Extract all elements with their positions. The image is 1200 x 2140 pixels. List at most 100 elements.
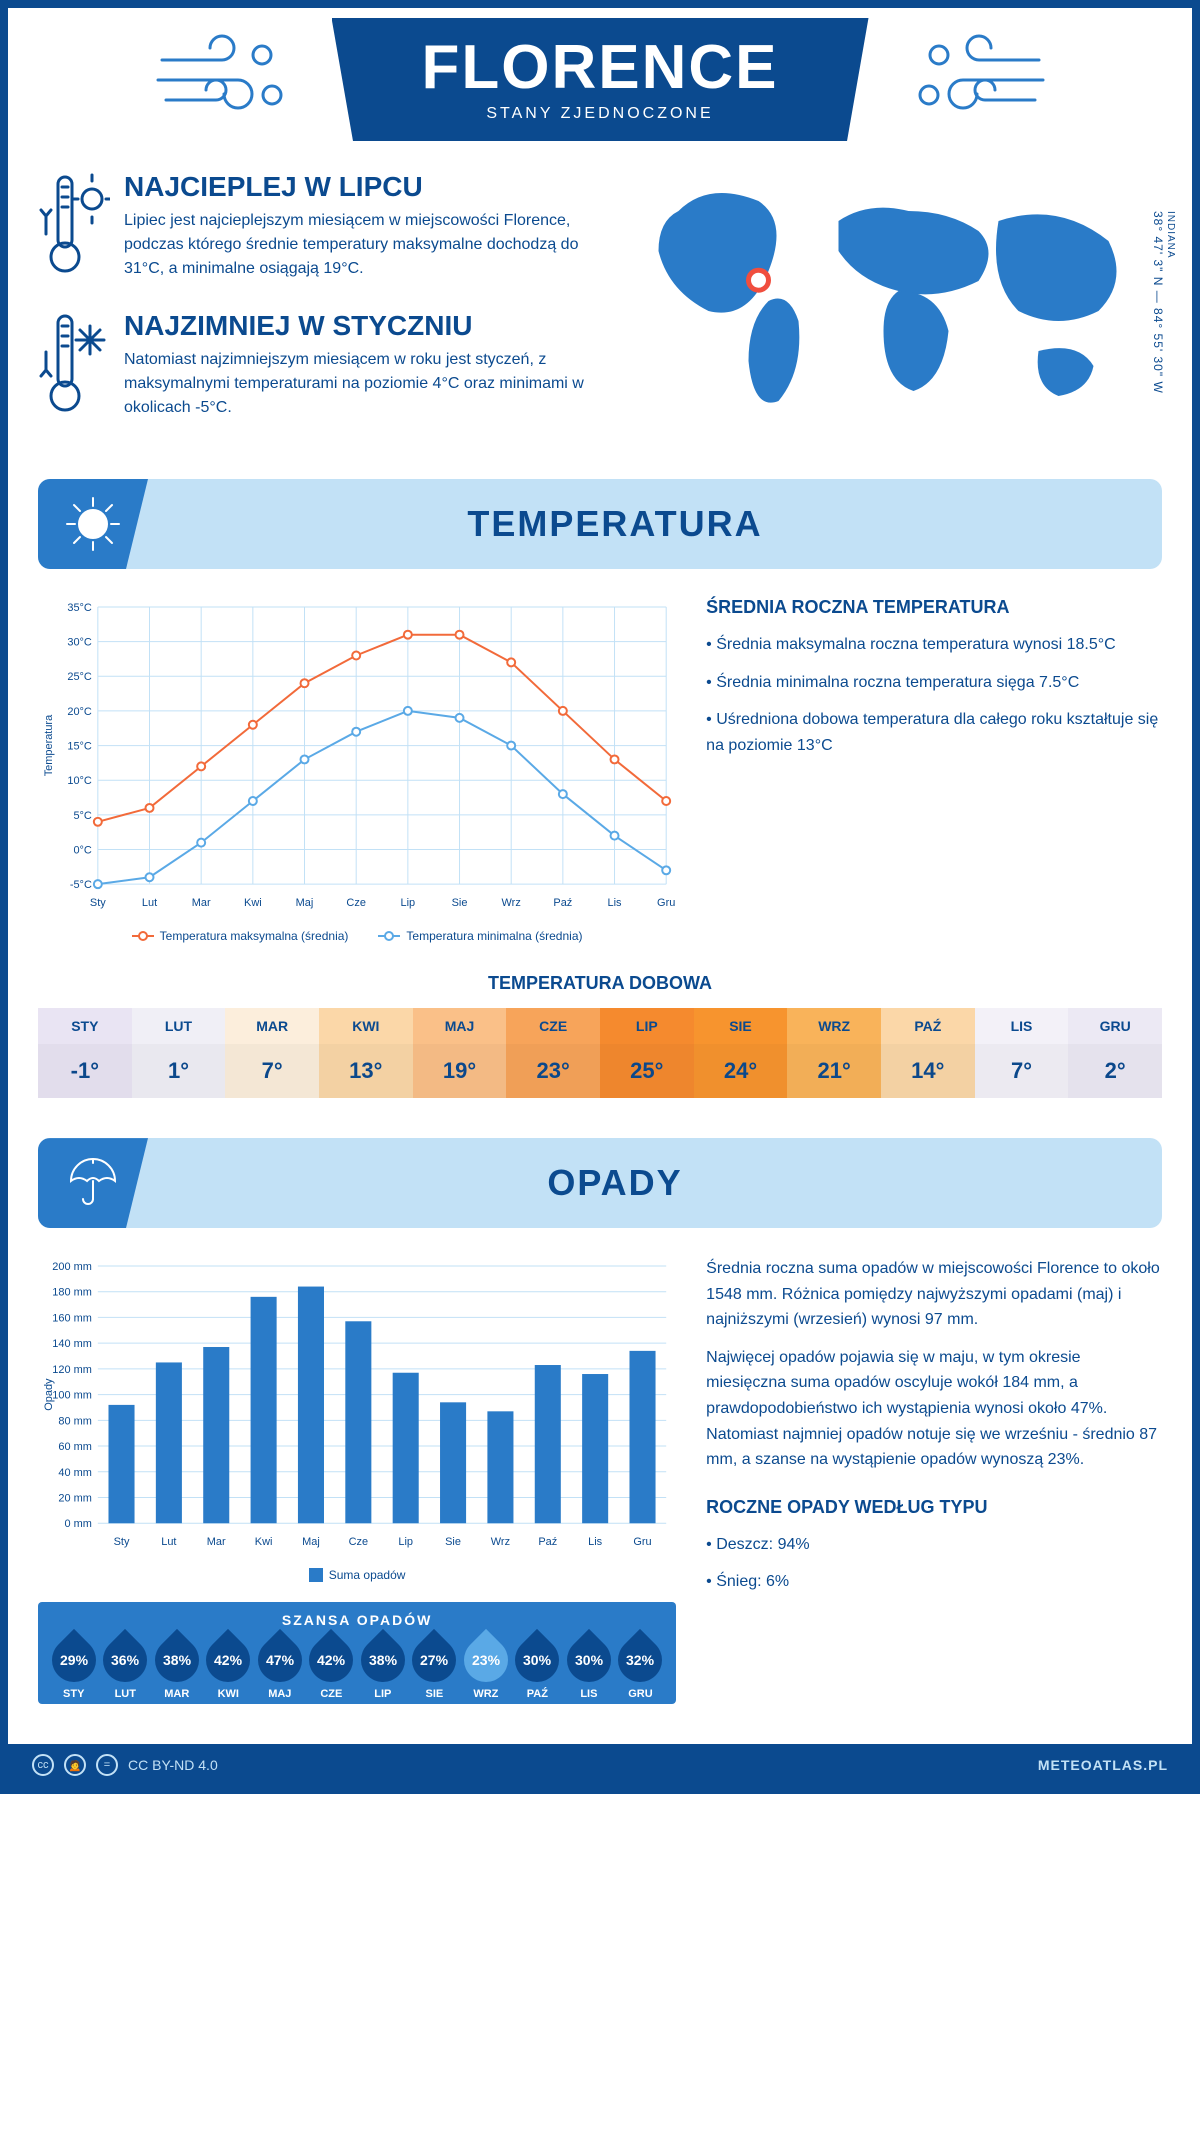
cc-icon: cc — [32, 1754, 54, 1776]
precip-drop: 42%CZE — [308, 1638, 356, 1700]
world-map — [615, 171, 1162, 431]
footer: cc 🙍 = CC BY-ND 4.0 METEOATLAS.PL — [8, 1744, 1192, 1786]
daily-temp-table: STYLUTMARKWIMAJCZELIPSIEWRZPAŹLISGRU-1°1… — [38, 1008, 1162, 1098]
svg-text:20°C: 20°C — [67, 706, 92, 718]
svg-text:Wrz: Wrz — [502, 897, 521, 909]
svg-text:Sty: Sty — [114, 1536, 130, 1548]
temperature-side-text: ŚREDNIA ROCZNA TEMPERATURA Średnia maksy… — [706, 597, 1162, 943]
svg-text:Sie: Sie — [452, 897, 468, 909]
temperature-bullet: Średnia maksymalna roczna temperatura wy… — [706, 632, 1162, 658]
svg-text:200 mm: 200 mm — [52, 1261, 92, 1273]
svg-text:Sie: Sie — [445, 1536, 461, 1548]
daily-month-label: WRZ — [787, 1008, 881, 1044]
precip-drop: 42%KWI — [205, 1638, 253, 1700]
intro-section: NAJCIEPLEJ W LIPCU Lipiec jest najcieple… — [38, 171, 1162, 449]
svg-text:80 mm: 80 mm — [58, 1415, 91, 1427]
svg-text:10°C: 10°C — [67, 775, 92, 787]
precip-drop: 36%LUT — [102, 1638, 150, 1700]
precip-legend: Suma opadów — [38, 1568, 676, 1582]
daily-month-label: STY — [38, 1008, 132, 1044]
daily-month-value: 1° — [132, 1044, 226, 1098]
svg-text:Wrz: Wrz — [491, 1536, 510, 1548]
cold-title: NAJZIMNIEJ W STYCZNIU — [124, 310, 585, 342]
svg-text:180 mm: 180 mm — [52, 1287, 92, 1299]
daily-month-value: 21° — [787, 1044, 881, 1098]
svg-text:Mar: Mar — [192, 897, 211, 909]
precip-side-text: Średnia roczna suma opadów w miejscowośc… — [706, 1256, 1162, 1704]
daily-month-value: 2° — [1068, 1044, 1162, 1098]
umbrella-icon — [65, 1155, 121, 1211]
precip-drop: 30%LIS — [565, 1638, 613, 1700]
daily-month-value: 23° — [506, 1044, 600, 1098]
precip-drop: 30%PAŹ — [514, 1638, 562, 1700]
cold-block: NAJZIMNIEJ W STYCZNIU Natomiast najzimni… — [38, 310, 585, 425]
daily-month-value: 14° — [881, 1044, 975, 1098]
svg-text:Lip: Lip — [401, 897, 416, 909]
header: FLORENCE STANY ZJEDNOCZONE — [8, 8, 1192, 171]
daily-month-value: 13° — [319, 1044, 413, 1098]
license-text: CC BY-ND 4.0 — [128, 1757, 218, 1773]
precipitation-bar-chart: 0 mm20 mm40 mm60 mm80 mm100 mm120 mm140 … — [38, 1256, 676, 1555]
precip-type-item: Śnieg: 6% — [706, 1569, 1162, 1595]
daily-month-label: LIS — [975, 1008, 1069, 1044]
precip-drop: 32%GRU — [617, 1638, 665, 1700]
svg-text:Kwi: Kwi — [255, 1536, 273, 1548]
svg-text:Gru: Gru — [657, 897, 675, 909]
precip-header: OPADY — [38, 1138, 1162, 1228]
daily-month-value: 7° — [975, 1044, 1069, 1098]
svg-text:15°C: 15°C — [67, 741, 92, 753]
svg-text:Paź: Paź — [538, 1536, 557, 1548]
svg-text:Gru: Gru — [633, 1536, 651, 1548]
thermometer-sun-icon — [38, 171, 110, 281]
wind-icon-left — [152, 30, 292, 130]
daily-month-label: CZE — [506, 1008, 600, 1044]
svg-text:Cze: Cze — [346, 897, 365, 909]
svg-text:Lut: Lut — [161, 1536, 176, 1548]
precip-title: OPADY — [68, 1162, 1162, 1204]
daily-month-label: LUT — [132, 1008, 226, 1044]
svg-text:5°C: 5°C — [73, 810, 91, 822]
sun-icon — [63, 494, 123, 554]
daily-month-value: 19° — [413, 1044, 507, 1098]
svg-text:Lis: Lis — [608, 897, 623, 909]
page-subtitle: STANY ZJEDNOCZONE — [422, 105, 779, 123]
precip-drop: 29%STY — [50, 1638, 98, 1700]
precip-chance-panel: SZANSA OPADÓW 29%STY36%LUT38%MAR42%KWI47… — [38, 1602, 676, 1704]
svg-text:160 mm: 160 mm — [52, 1312, 92, 1324]
svg-text:Lis: Lis — [588, 1536, 603, 1548]
svg-text:Lut: Lut — [142, 897, 157, 909]
daily-temp-title: TEMPERATURA DOBOWA — [38, 973, 1162, 994]
hot-block: NAJCIEPLEJ W LIPCU Lipiec jest najcieple… — [38, 171, 585, 286]
svg-text:-5°C: -5°C — [70, 879, 92, 891]
temperature-title: TEMPERATURA — [68, 503, 1162, 545]
title-banner: FLORENCE STANY ZJEDNOCZONE — [332, 18, 869, 141]
thermometer-snow-icon — [38, 310, 110, 420]
precip-type-item: Deszcz: 94% — [706, 1532, 1162, 1558]
svg-text:120 mm: 120 mm — [52, 1364, 92, 1376]
precip-paragraph: Najwięcej opadów pojawia się w maju, w t… — [706, 1345, 1162, 1473]
daily-month-label: LIP — [600, 1008, 694, 1044]
coords-label: INDIANA 38° 47' 3" N — 84° 55' 30" W — [1151, 211, 1176, 394]
svg-text:Mar: Mar — [207, 1536, 226, 1548]
daily-month-label: PAŹ — [881, 1008, 975, 1044]
temperature-header: TEMPERATURA — [38, 479, 1162, 569]
temperature-bullet: Średnia minimalna roczna temperatura się… — [706, 670, 1162, 696]
svg-text:40 mm: 40 mm — [58, 1467, 91, 1479]
cold-body: Natomiast najzimniejszym miesiącem w rok… — [124, 348, 585, 420]
temperature-line-chart: -5°C0°C5°C10°C15°C20°C25°C30°C35°CStyLut… — [38, 597, 676, 916]
svg-text:Temperatura: Temperatura — [43, 714, 55, 776]
daily-month-label: MAJ — [413, 1008, 507, 1044]
svg-text:Paź: Paź — [553, 897, 572, 909]
precip-drop: 23%WRZ — [462, 1638, 510, 1700]
by-icon: 🙍 — [64, 1754, 86, 1776]
precip-drop: 38%MAR — [153, 1638, 201, 1700]
svg-text:25°C: 25°C — [67, 671, 92, 683]
svg-text:20 mm: 20 mm — [58, 1493, 91, 1505]
site-name: METEOATLAS.PL — [1038, 1757, 1168, 1773]
daily-month-value: 24° — [694, 1044, 788, 1098]
daily-month-label: SIE — [694, 1008, 788, 1044]
daily-month-value: 7° — [225, 1044, 319, 1098]
hot-title: NAJCIEPLEJ W LIPCU — [124, 171, 585, 203]
daily-month-value: 25° — [600, 1044, 694, 1098]
temperature-legend: Temperatura maksymalna (średnia)Temperat… — [38, 929, 676, 943]
